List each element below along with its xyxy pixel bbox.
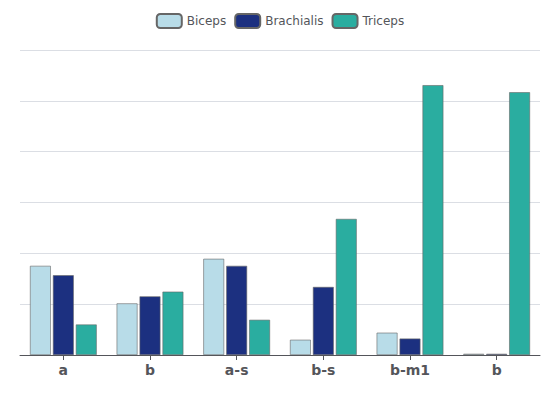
svg-text:Brachialis: Brachialis	[265, 14, 323, 28]
svg-text:Biceps: Biceps	[187, 14, 226, 28]
svg-text:b: b	[145, 362, 155, 378]
svg-text:b: b	[492, 362, 502, 378]
svg-text:a: a	[59, 362, 68, 378]
svg-text:b-s: b-s	[311, 362, 335, 378]
svg-text:Triceps: Triceps	[362, 14, 405, 28]
svg-text:a-s: a-s	[225, 362, 249, 378]
svg-text:b-m1: b-m1	[390, 362, 430, 378]
